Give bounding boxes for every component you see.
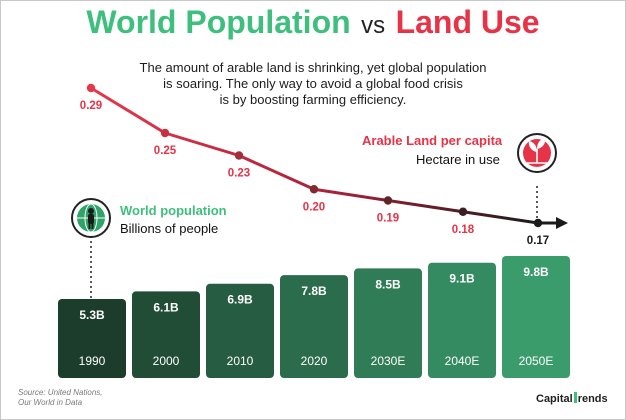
subtitle: The amount of arable land is shrinking, … (120, 60, 506, 108)
arable-land-value-label: 0.17 (527, 235, 549, 247)
arable-land-point (533, 218, 543, 228)
page-title: World Population vs Land Use (0, 4, 626, 41)
population-bar-1990 (58, 299, 126, 378)
bar-value-label: 6.9B (227, 293, 253, 307)
arable-land-value-label: 0.18 (452, 224, 475, 236)
bar-value-label: 7.8B (301, 284, 327, 298)
subtitle-line: The amount of arable land is shrinking, … (139, 60, 487, 75)
brand-text: Capital (536, 393, 573, 405)
line-arrow-head (556, 217, 568, 229)
sprout-icon (517, 133, 557, 173)
arable-land-point (458, 207, 468, 216)
title-land-use: Land Use (395, 4, 540, 40)
subtitle-line: is soaring. The only way to avoid a glob… (163, 76, 463, 91)
arable-land-point (234, 151, 244, 160)
source-line: Source: United Nations, (18, 388, 103, 397)
bar-value-label: 9.8B (523, 265, 549, 279)
arable-land-point (383, 196, 393, 205)
x-tick-label: 2000 (153, 354, 180, 368)
arable-land-value-label: 0.29 (80, 100, 102, 112)
subtitle-line: is by boosting farming efficiency. (219, 92, 407, 107)
brand-text: rends (577, 393, 608, 405)
arable-land-point (160, 128, 170, 138)
population-bar-2050e (502, 256, 570, 378)
brand-logo: Capital rends (536, 392, 608, 405)
x-tick-label: 2040E (445, 354, 480, 368)
legend-population-title: World population (120, 203, 227, 218)
population-bar-2000 (132, 291, 200, 378)
arable-land-value-label: 0.25 (154, 145, 177, 157)
arable-land-value-label: 0.23 (228, 168, 250, 180)
arable-land-value-label: 0.19 (377, 213, 399, 225)
title-vs: vs (361, 12, 386, 39)
legend-population-subtitle: Billions of people (120, 221, 219, 236)
bar-value-label: 5.3B (79, 308, 105, 322)
arable-land-point (86, 83, 96, 93)
source-line: Our World in Data (18, 398, 83, 407)
bar-value-label: 8.5B (375, 277, 401, 291)
population-bar-2020 (280, 275, 348, 378)
bar-value-label: 6.1B (153, 300, 179, 314)
x-tick-label: 2010 (227, 354, 254, 368)
globe-person-icon (71, 198, 111, 238)
arable-land-value-label: 0.20 (303, 201, 325, 213)
legend-land-subtitle: Hectare in use (416, 152, 500, 167)
x-tick-label: 2020 (301, 354, 328, 368)
brand-bar-icon (573, 392, 577, 403)
population-bar-2040e (428, 262, 496, 378)
x-tick-label: 2030E (371, 354, 406, 368)
legend-land-title: Arable Land per capita (362, 133, 503, 148)
source-note: Source: United Nations, Our World in Dat… (18, 388, 103, 408)
x-tick-label: 1990 (79, 354, 106, 368)
title-world-population: World Population (86, 4, 351, 40)
bar-value-label: 9.1B (449, 272, 475, 286)
arable-land-point (309, 185, 319, 194)
x-tick-label: 2050E (519, 354, 554, 368)
population-bar-2030e (354, 268, 422, 378)
population-bar-2010 (206, 283, 274, 378)
